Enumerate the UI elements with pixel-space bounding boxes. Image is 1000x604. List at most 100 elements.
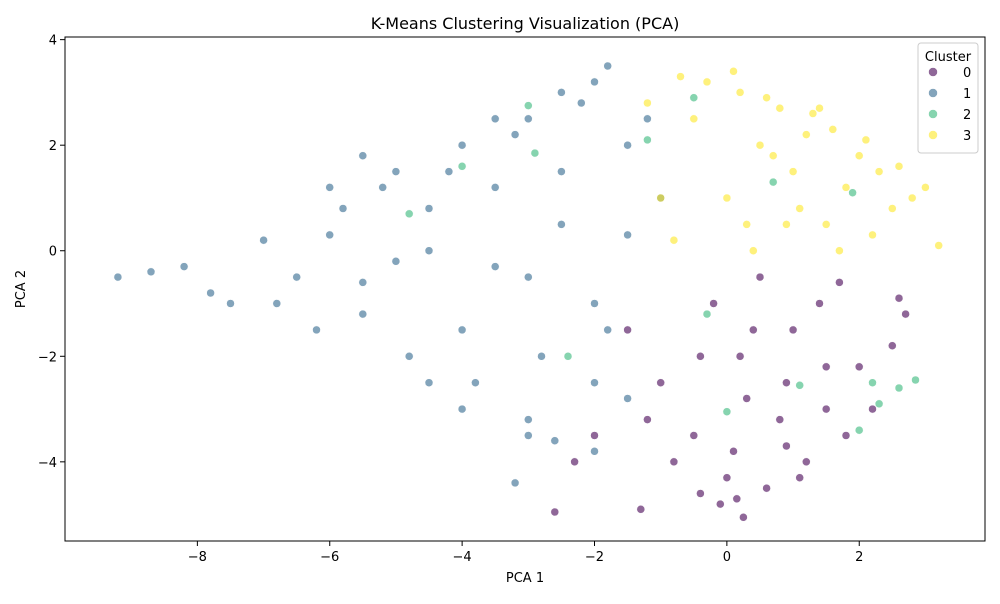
data-point [749, 246, 758, 255]
data-point [861, 135, 871, 145]
x-axis-label: PCA 1 [506, 571, 544, 586]
data-point [874, 167, 884, 176]
data-point [643, 98, 652, 108]
data-point [226, 299, 235, 308]
data-point [828, 125, 838, 134]
data-point [782, 220, 791, 229]
data-point [603, 61, 612, 71]
data-point [457, 140, 467, 150]
data-point [722, 473, 732, 482]
data-point [735, 352, 745, 361]
data-point [524, 101, 533, 110]
series-cluster-3 [643, 67, 943, 255]
data-point [391, 257, 401, 266]
data-point [854, 362, 864, 372]
data-point [854, 151, 864, 160]
legend-title: Cluster [925, 50, 972, 65]
data-point [696, 489, 705, 498]
legend-label-1: 1 [963, 87, 971, 102]
plot-frame [64, 36, 986, 542]
data-point [146, 267, 156, 277]
data-point [471, 378, 480, 387]
data-point [457, 404, 467, 414]
data-point [775, 415, 785, 424]
data-point [689, 431, 699, 440]
data-point [510, 130, 520, 139]
data-point [669, 457, 679, 467]
legend-entries: 0 1 2 3 [928, 66, 971, 144]
data-point [821, 404, 831, 414]
data-point [702, 77, 712, 87]
data-point [590, 447, 599, 456]
data-point [404, 209, 414, 219]
data-point [768, 151, 778, 160]
data-point [762, 93, 771, 102]
data-point [911, 375, 920, 385]
data-point [312, 325, 321, 335]
data-point [732, 494, 742, 504]
data-point [590, 77, 599, 87]
data-point [722, 193, 732, 203]
data-point [537, 352, 546, 361]
data-point [821, 362, 831, 372]
data-point [742, 220, 751, 229]
data-point [795, 381, 804, 390]
data-point [590, 299, 599, 308]
points-layer [113, 61, 943, 522]
data-point [358, 309, 368, 319]
data-point [709, 299, 718, 308]
data-point [325, 183, 334, 192]
data-point [590, 431, 599, 440]
data-point [815, 103, 824, 113]
data-point [894, 293, 904, 303]
data-point [338, 204, 348, 213]
data-point [722, 407, 732, 416]
legend-marker-1 [928, 88, 938, 98]
data-point [113, 272, 123, 282]
data-point [643, 114, 652, 124]
data-point [590, 378, 599, 387]
data-point [821, 220, 831, 229]
data-point [739, 513, 748, 522]
data-point [802, 130, 811, 139]
data-point [490, 114, 500, 124]
data-point [510, 478, 520, 488]
data-point [702, 309, 712, 319]
data-point [358, 278, 368, 287]
data-point [656, 193, 665, 203]
data-point [490, 183, 500, 192]
x-axis-ticks: −8 −6 −4 −2 0 2 [188, 541, 863, 565]
data-point [325, 230, 334, 240]
data-point [358, 151, 368, 160]
data-point [259, 235, 268, 245]
data-point [848, 188, 857, 197]
data-point [901, 309, 910, 319]
data-point [669, 235, 679, 245]
data-point [868, 404, 877, 414]
data-point [788, 325, 798, 335]
data-point [577, 98, 586, 108]
data-point [524, 415, 533, 424]
data-point [808, 109, 818, 118]
data-point [530, 148, 540, 158]
data-point [788, 167, 798, 176]
data-point [729, 67, 738, 76]
legend: Cluster 0 1 2 3 [917, 42, 979, 154]
data-point [179, 262, 189, 271]
series-cluster-2 [404, 93, 920, 435]
data-point [835, 278, 844, 287]
y-tick-label: 4 [49, 34, 57, 49]
data-point [835, 246, 844, 255]
y-axis-label: PCA 2 [14, 270, 29, 308]
y-tick-label: 0 [49, 245, 57, 260]
data-point [768, 177, 778, 187]
data-point [391, 167, 401, 176]
data-point [795, 473, 804, 482]
data-point [623, 140, 632, 150]
data-point [894, 383, 904, 393]
data-point [735, 88, 745, 97]
data-point [457, 162, 467, 171]
data-point [292, 272, 301, 282]
x-tick-label: −8 [188, 550, 207, 565]
data-point [490, 262, 500, 271]
